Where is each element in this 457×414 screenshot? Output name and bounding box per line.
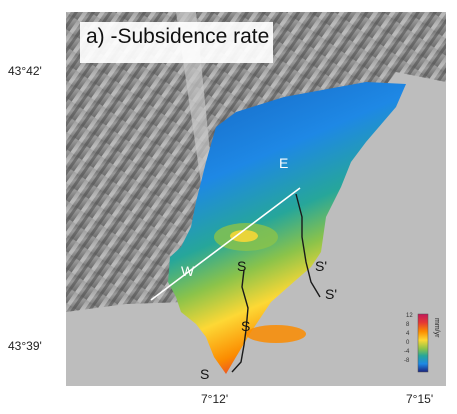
profile-label-s-prime-top: S' [315,258,328,274]
section-line-s [231,269,249,373]
colorbar-tick-minus-8: -8 [404,358,410,364]
subsidence-overlay [168,82,406,374]
colorbar-tick-minus-4: -4 [404,349,410,355]
colorbar-unit: mm/yr [433,318,440,338]
longitude-label-west: 7°12' [201,392,229,406]
latitude-label-north: 43°42' [8,64,42,78]
latitude-label-south: 43°39' [8,339,42,353]
profile-label-s-prime-bottom: S' [325,286,338,302]
map-canvas [66,12,446,386]
section-line-s-prime [295,193,321,298]
colorbar [417,313,429,373]
profile-label-w: W [181,263,195,279]
profile-line-w-e [150,187,301,301]
title-box [80,22,273,63]
profile-label-e: E [279,155,289,171]
profile-label-s-bottom: S [200,366,210,382]
colorbar-tick-8: 8 [406,322,410,328]
profile-label-s-top: S [237,258,247,274]
map-frame [66,12,446,386]
map-title: a) -Subsidence rate [86,25,270,48]
colorbar-tick-4: 4 [406,331,410,337]
colorbar-tick-0: 0 [406,340,410,346]
longitude-label-east: 7°15' [406,392,434,406]
colorbar-tick-12: 12 [406,313,413,319]
profile-label-s-mid: S [241,318,251,334]
hotspot-south [246,325,306,343]
hotspot-core [230,230,258,242]
